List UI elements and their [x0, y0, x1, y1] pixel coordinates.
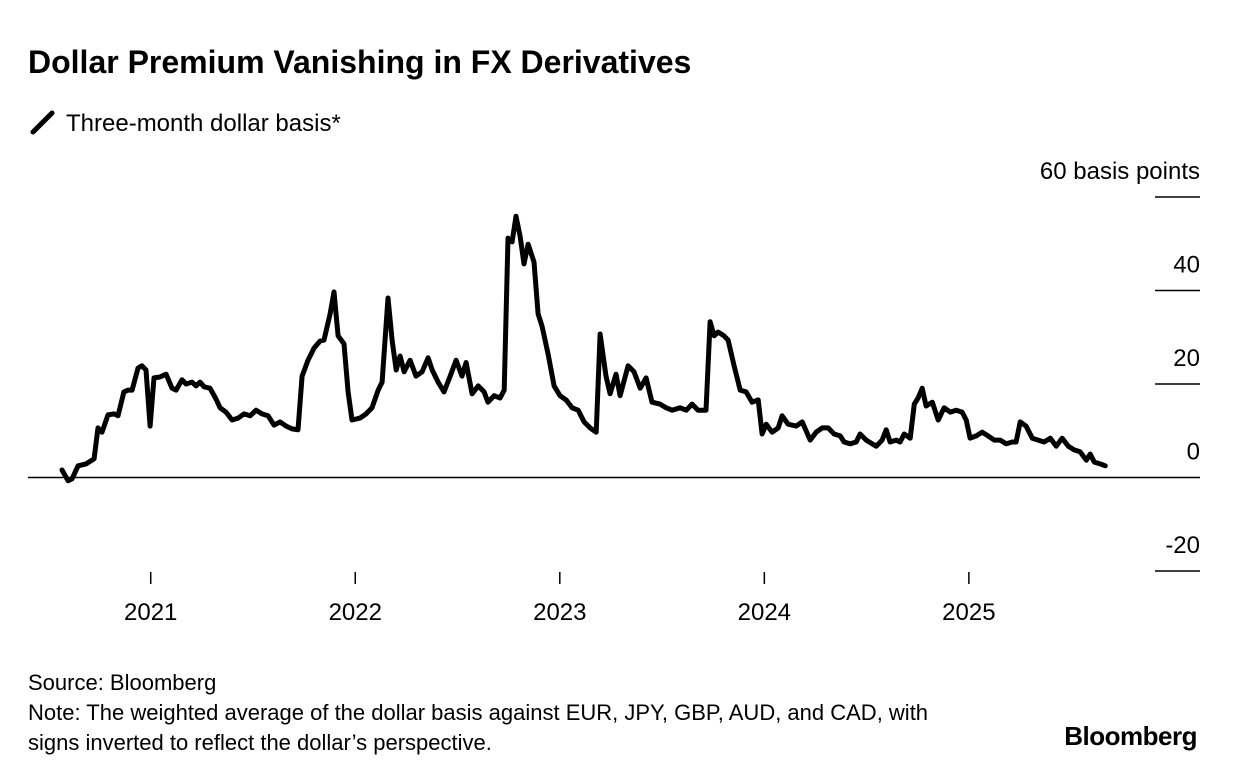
series-line [59, 213, 1108, 484]
y-tick-label: -20 [1165, 532, 1200, 559]
y-tick-label: 60 basis points [1040, 158, 1200, 185]
chart-title: Dollar Premium Vanishing in FX Derivativ… [28, 44, 691, 80]
x-tick-label: 2024 [738, 599, 791, 626]
brand-logo: Bloomberg [1064, 721, 1197, 751]
y-tick-label: 20 [1173, 345, 1200, 372]
legend-swatch [30, 110, 55, 135]
legend-label: Three-month dollar basis* [66, 110, 341, 137]
x-tick-label: 2023 [533, 599, 586, 626]
y-tick-label: 40 [1173, 252, 1200, 279]
x-tick-label: 2025 [942, 599, 995, 626]
y-tick-label: 0 [1187, 439, 1200, 466]
x-tick-label: 2021 [124, 599, 177, 626]
note: Note: The weighted average of the dollar… [28, 700, 929, 755]
x-tick-label: 2022 [329, 599, 382, 626]
source: Source: Bloomberg [28, 670, 216, 695]
